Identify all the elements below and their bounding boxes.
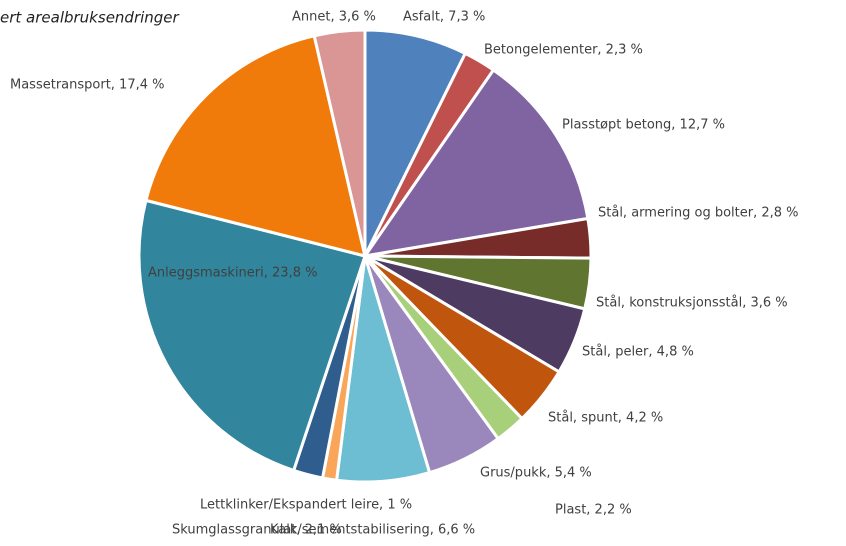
slice-label: Stål, peler, 4,8 % bbox=[582, 345, 694, 360]
slice-label: Skumglassgranulat, 2,1 % bbox=[172, 523, 342, 538]
slice-label: Massetransport, 17,4 % bbox=[10, 78, 165, 93]
slice-label: Kalk/sementstabilisering, 6,6 % bbox=[270, 523, 475, 538]
slice-label: Plasstøpt betong, 12,7 % bbox=[562, 118, 725, 133]
slice-label: Betongelementer, 2,3 % bbox=[484, 43, 643, 58]
slice-label: Asfalt, 7,3 % bbox=[403, 10, 485, 25]
slice-label: Stål, konstruksjonsstål, 3,6 % bbox=[596, 296, 788, 311]
pie-slice bbox=[363, 28, 468, 257]
slice-label: Plast, 2,2 % bbox=[555, 503, 632, 518]
pie-slice bbox=[137, 198, 367, 473]
slice-label: Lettklinker/Ekspandert leire, 1 % bbox=[200, 498, 412, 513]
pie-slice bbox=[361, 67, 590, 259]
slice-label: Anleggsmaskineri, 23,8 % bbox=[148, 266, 317, 281]
slice-label: Stål, armering og bolter, 2,8 % bbox=[598, 206, 799, 221]
pie-slice bbox=[312, 28, 367, 257]
chart-title: ert arealbruksendringer bbox=[0, 9, 180, 27]
slice-label: Grus/pukk, 5,4 % bbox=[480, 466, 592, 481]
pie-slice bbox=[144, 33, 368, 259]
slice-label: Annet, 3,6 % bbox=[292, 10, 376, 25]
slice-label: Stål, spunt, 4,2 % bbox=[548, 411, 663, 426]
